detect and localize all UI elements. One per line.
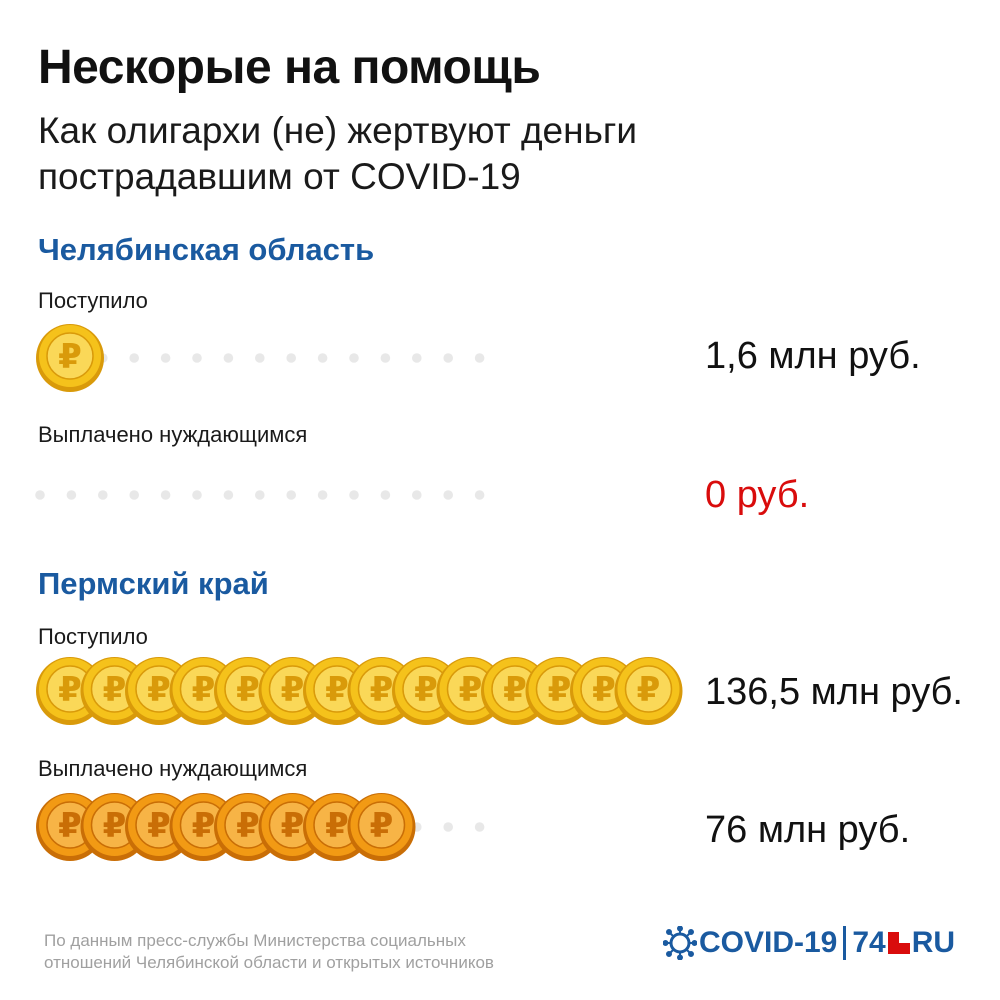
row-label-chelyabinsk-received: Поступило xyxy=(38,288,148,313)
coin-track-chelyabinsk-paid xyxy=(35,490,485,500)
track-dot xyxy=(129,490,139,500)
svg-text:₽: ₽ xyxy=(637,670,661,710)
page-subtitle: Как олигархи (не) жертвуют деньги постра… xyxy=(38,108,938,200)
svg-text:₽: ₽ xyxy=(281,806,305,846)
coin-track-perm-received: ₽ ₽ ₽ ₽ ₽ ₽ ₽ ₽ ₽ ₽ ₽ ₽ ₽ ₽ xyxy=(36,657,683,725)
track-dot xyxy=(317,353,328,363)
svg-text:₽: ₽ xyxy=(147,670,171,710)
coin-track-chelyabinsk-received: ₽ xyxy=(36,324,485,392)
track-dot xyxy=(474,490,485,500)
svg-text:₽: ₽ xyxy=(58,806,82,846)
value-chelyabinsk-received: 1,6 млн руб. xyxy=(705,335,921,377)
logo-square-icon xyxy=(887,932,910,954)
svg-text:₽: ₽ xyxy=(192,670,216,710)
track-dot xyxy=(66,490,77,500)
svg-text:₽: ₽ xyxy=(370,670,394,710)
row-label-perm-received: Поступило xyxy=(38,624,148,649)
svg-text:₽: ₽ xyxy=(281,670,305,710)
svg-text:₽: ₽ xyxy=(103,670,127,710)
track-dot xyxy=(349,490,359,500)
track-dot xyxy=(349,353,359,363)
track-dot xyxy=(98,490,108,500)
value-perm-received: 136,5 млн руб. xyxy=(705,671,963,713)
svg-text:₽: ₽ xyxy=(236,670,260,710)
track-dot xyxy=(35,490,45,500)
track-dot xyxy=(254,353,265,363)
svg-text:₽: ₽ xyxy=(325,806,349,846)
track-dot xyxy=(474,822,485,832)
svg-text:₽: ₽ xyxy=(236,806,260,846)
region-title-chelyabinsk: Челябинская область xyxy=(38,232,375,267)
coin-track-perm-paid: ₽ ₽ ₽ ₽ ₽ ₽ ₽ ₽ xyxy=(36,793,485,861)
svg-text:₽: ₽ xyxy=(325,670,349,710)
virus-icon xyxy=(663,926,697,960)
svg-text:₽: ₽ xyxy=(503,670,527,710)
svg-text:₽: ₽ xyxy=(147,806,171,846)
value-perm-paid: 76 млн руб. xyxy=(705,809,911,851)
track-dot xyxy=(192,353,202,363)
subtitle-line-1: Как олигархи (не) жертвуют деньги xyxy=(38,110,638,151)
track-dot xyxy=(223,353,234,363)
svg-text:₽: ₽ xyxy=(58,337,82,377)
track-dot xyxy=(380,490,391,500)
track-dot xyxy=(380,353,391,363)
track-dot xyxy=(286,353,297,363)
track-dot xyxy=(160,490,171,500)
logo-number: 74 xyxy=(852,926,886,959)
track-dot xyxy=(412,353,422,363)
page-title: Нескорые на помощь xyxy=(38,41,541,94)
track-dot xyxy=(286,490,297,500)
track-dot xyxy=(443,822,454,832)
source-line-2: отношений Челябинской области и открытых… xyxy=(44,953,494,972)
svg-text:₽: ₽ xyxy=(548,670,572,710)
svg-text:₽: ₽ xyxy=(58,670,82,710)
publisher-logo: COVID-19 74 RU xyxy=(663,921,955,965)
track-dot xyxy=(474,353,485,363)
track-dot xyxy=(192,490,202,500)
svg-text:₽: ₽ xyxy=(414,670,438,710)
row-label-chelyabinsk-paid: Выплачено нуждающимся xyxy=(38,422,308,447)
source-line-1: По данным пресс-службы Министерства соци… xyxy=(44,931,466,950)
track-dot xyxy=(443,353,454,363)
ruble-coin-icon: ₽ xyxy=(347,793,416,861)
track-dot xyxy=(443,490,454,500)
value-chelyabinsk-paid: 0 руб. xyxy=(705,474,810,516)
track-dot xyxy=(129,353,139,363)
svg-text:₽: ₽ xyxy=(459,670,483,710)
track-dot xyxy=(254,490,265,500)
logo-separator xyxy=(843,926,847,960)
source-note: По данным пресс-службы Министерства соци… xyxy=(44,930,624,974)
track-dot xyxy=(160,353,171,363)
track-dot xyxy=(223,490,234,500)
svg-text:₽: ₽ xyxy=(103,806,127,846)
region-title-perm: Пермский край xyxy=(38,566,269,601)
svg-text:₽: ₽ xyxy=(592,670,616,710)
track-dot xyxy=(412,490,422,500)
subtitle-line-2: пострадавшим от COVID-19 xyxy=(38,156,521,197)
track-dot xyxy=(317,490,328,500)
svg-text:₽: ₽ xyxy=(192,806,216,846)
ruble-coin-icon: ₽ xyxy=(36,324,104,392)
logo-covid-text: COVID-19 xyxy=(699,926,838,959)
logo-ru-text: RU xyxy=(911,926,956,959)
ruble-coin-icon: ₽ xyxy=(614,657,683,725)
svg-text:₽: ₽ xyxy=(370,806,394,846)
row-label-perm-paid: Выплачено нуждающимся xyxy=(38,756,308,781)
